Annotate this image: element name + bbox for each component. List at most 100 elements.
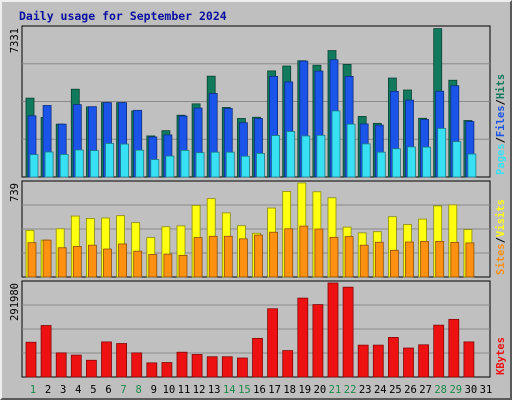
bar-sites-day-21 bbox=[329, 236, 339, 278]
bar-kbytes-day-17 bbox=[267, 308, 279, 378]
x-tick-label: 12 bbox=[193, 384, 206, 396]
bar-kbytes-day-26 bbox=[403, 347, 414, 378]
bar-pages-day-23 bbox=[361, 143, 371, 178]
bar-sites-day-14 bbox=[223, 235, 233, 278]
bar-pages-day-27 bbox=[422, 146, 432, 178]
bar-sites-day-1 bbox=[27, 242, 37, 278]
x-tick-label: 2 bbox=[45, 384, 51, 396]
bar-pages-day-26 bbox=[407, 146, 416, 178]
bar-pages-day-15 bbox=[240, 155, 250, 178]
bar-sites-day-18 bbox=[284, 228, 294, 278]
bar-pages-day-18 bbox=[286, 131, 296, 178]
bar-sites-day-13 bbox=[208, 235, 218, 278]
bar-kbytes-day-25 bbox=[387, 337, 399, 378]
bar-pages-day-30 bbox=[467, 153, 477, 178]
max-label-requests: 7331 bbox=[9, 28, 21, 53]
bar-kbytes-day-8 bbox=[131, 352, 143, 378]
bar-pages-day-8 bbox=[135, 149, 145, 178]
bar-pages-day-24 bbox=[376, 151, 386, 178]
bar-pages-day-28 bbox=[437, 128, 447, 178]
x-tick-label: 5 bbox=[90, 384, 96, 396]
x-tick-label: 22 bbox=[344, 384, 357, 396]
x-tick-label: 27 bbox=[419, 384, 432, 396]
bar-kbytes-day-16 bbox=[252, 337, 263, 378]
max-label-volume: 291980 bbox=[9, 283, 21, 321]
x-tick-label: 26 bbox=[404, 384, 417, 396]
chart-panels: 7331 Pages/Files/Hits 739 Sites/Visits 29198… bbox=[9, 25, 507, 378]
bar-sites-day-5 bbox=[88, 244, 97, 278]
x-tick-label: 8 bbox=[136, 384, 142, 396]
bar-pages-day-17 bbox=[271, 135, 281, 178]
bar-pages-day-12 bbox=[195, 152, 205, 178]
side-legend-requests: Pages/Files/Hits bbox=[495, 74, 507, 175]
x-tick-label: 14 bbox=[223, 384, 236, 396]
x-tick-label: 1 bbox=[30, 384, 36, 396]
bar-sites-day-30 bbox=[465, 242, 475, 278]
bar-sites-day-6 bbox=[103, 248, 112, 278]
bar-sites-day-16 bbox=[254, 234, 263, 278]
bar-sites-day-28 bbox=[435, 240, 445, 278]
bar-pages-day-20 bbox=[316, 134, 326, 178]
x-tick-label: 31 bbox=[480, 384, 493, 396]
bar-kbytes-day-7 bbox=[116, 343, 127, 378]
bar-kbytes-day-27 bbox=[418, 344, 430, 378]
bar-sites-day-11 bbox=[178, 254, 188, 278]
side-legend-volume: KBytes bbox=[495, 337, 507, 375]
x-tick-label: 24 bbox=[374, 384, 387, 396]
bar-kbytes-day-11 bbox=[176, 351, 188, 378]
panel-volume: 291980 KBytes bbox=[9, 280, 507, 378]
x-tick-label: 29 bbox=[449, 384, 462, 396]
bar-kbytes-day-22 bbox=[342, 286, 354, 378]
bar-kbytes-day-14 bbox=[221, 356, 233, 378]
bar-kbytes-day-30 bbox=[463, 341, 475, 378]
max-label-visitors: 739 bbox=[9, 183, 21, 202]
x-tick-label: 15 bbox=[238, 384, 251, 396]
panel-requests: 7331 Pages/Files/Hits bbox=[9, 25, 507, 178]
legend-sites: Sites bbox=[495, 243, 507, 275]
bar-kbytes-day-5 bbox=[86, 359, 97, 378]
bar-pages-day-19 bbox=[301, 135, 311, 178]
x-tick-label: 21 bbox=[329, 384, 342, 396]
bar-sites-day-19 bbox=[299, 225, 309, 278]
bar-kbytes-day-12 bbox=[191, 354, 203, 378]
x-tick-label: 16 bbox=[253, 384, 266, 396]
x-tick-label: 25 bbox=[389, 384, 402, 396]
bar-pages-day-4 bbox=[74, 149, 84, 178]
bar-pages-day-3 bbox=[59, 154, 69, 178]
legend-visits: Visits bbox=[495, 199, 507, 237]
bar-pages-day-11 bbox=[180, 149, 190, 178]
side-legend-visitors: Sites/Visits bbox=[495, 199, 507, 275]
x-tick-label: 13 bbox=[208, 384, 221, 396]
bar-kbytes-day-10 bbox=[161, 362, 173, 378]
bar-kbytes-day-28 bbox=[433, 324, 445, 378]
bar-pages-day-13 bbox=[210, 151, 220, 178]
legend-separator: / bbox=[495, 237, 507, 243]
x-tick-label: 30 bbox=[465, 384, 478, 396]
bar-kbytes-day-21 bbox=[327, 282, 339, 378]
bar-kbytes-day-18 bbox=[282, 350, 294, 378]
bar-kbytes-day-13 bbox=[206, 356, 218, 378]
x-tick-label: 7 bbox=[120, 384, 126, 396]
bar-sites-day-8 bbox=[133, 250, 143, 278]
x-tick-label: 3 bbox=[60, 384, 66, 396]
bar-kbytes-day-9 bbox=[146, 362, 158, 378]
bar-sites-day-22 bbox=[344, 236, 354, 278]
bar-sites-day-20 bbox=[314, 228, 324, 278]
bar-pages-day-9 bbox=[150, 159, 160, 178]
bar-sites-day-27 bbox=[420, 240, 430, 278]
x-tick-label: 11 bbox=[178, 384, 191, 396]
bar-kbytes-day-1 bbox=[25, 341, 37, 378]
bar-pages-day-7 bbox=[120, 143, 129, 178]
legend-files: Files bbox=[495, 105, 507, 137]
x-tick-label: 23 bbox=[359, 384, 372, 396]
bar-kbytes-day-3 bbox=[55, 352, 67, 378]
bar-kbytes-day-15 bbox=[236, 357, 248, 378]
x-tick-label: 9 bbox=[151, 384, 157, 396]
bar-kbytes-day-4 bbox=[70, 354, 82, 378]
bar-kbytes-day-6 bbox=[101, 341, 112, 378]
bar-sites-day-26 bbox=[405, 241, 414, 278]
bar-sites-day-10 bbox=[163, 253, 173, 278]
bar-pages-day-10 bbox=[165, 155, 175, 178]
bar-kbytes-day-20 bbox=[312, 304, 324, 378]
